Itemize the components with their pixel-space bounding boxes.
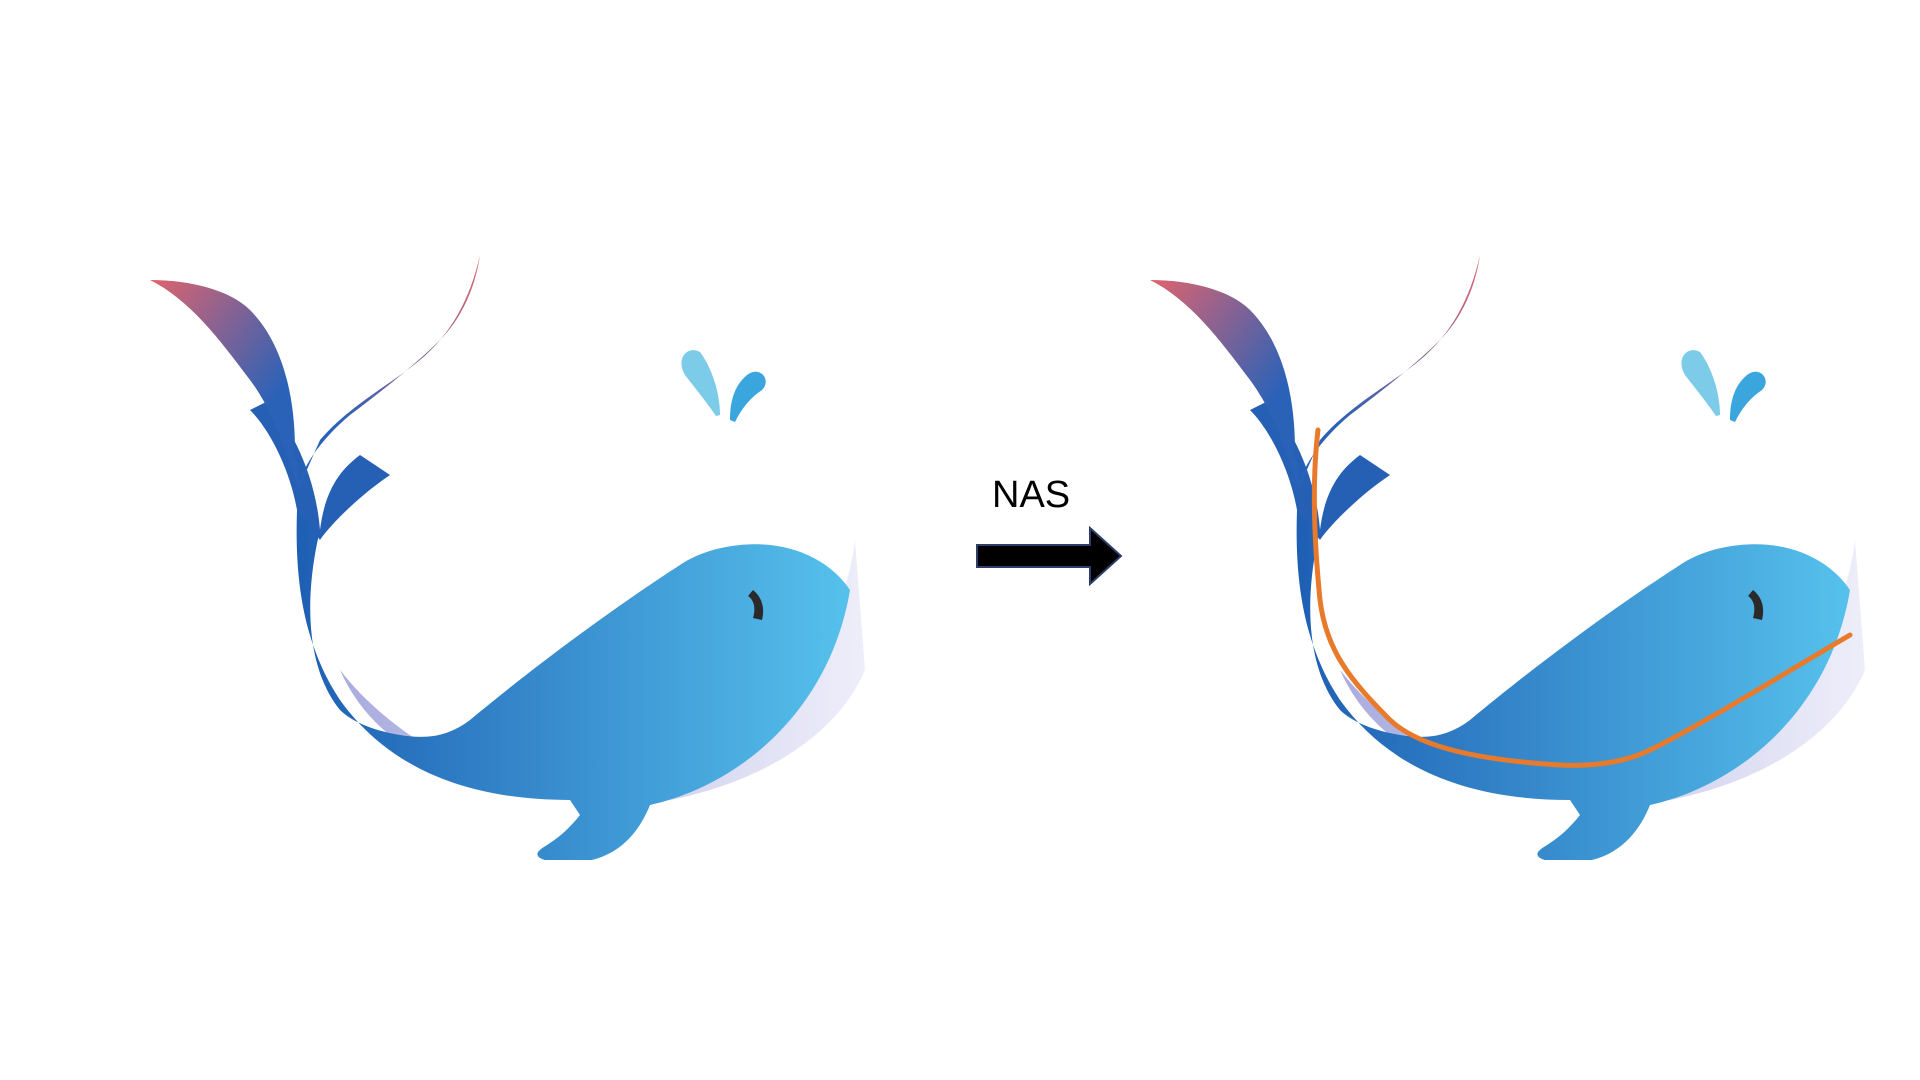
whale-with-path [1150,240,1870,860]
whale-with-path-icon [1150,255,1865,860]
transform-arrow [975,525,1125,587]
water-drop-right [1730,371,1766,422]
whale-tail-fluke-right [298,255,480,490]
water-drop-right [730,371,766,422]
whale-tail-fluke-right [1298,255,1480,490]
whale-original [150,240,870,860]
whale-tail-stem [1250,400,1390,540]
highlighted-path [1311,427,1853,768]
whale-eye [1748,590,1764,620]
whale-tail-stem [250,400,390,540]
right-arrow-icon [976,525,1123,587]
whale-tail-fluke-left [1150,280,1300,490]
water-drop-left [1681,350,1720,416]
water-drop-left [681,350,720,416]
whale-body [296,510,850,860]
whale-tail-fluke-left [150,280,300,490]
whale-body [1296,510,1850,860]
whale-eye [748,590,764,620]
whale-icon [150,255,865,860]
nas-label: NAS [992,474,1071,516]
